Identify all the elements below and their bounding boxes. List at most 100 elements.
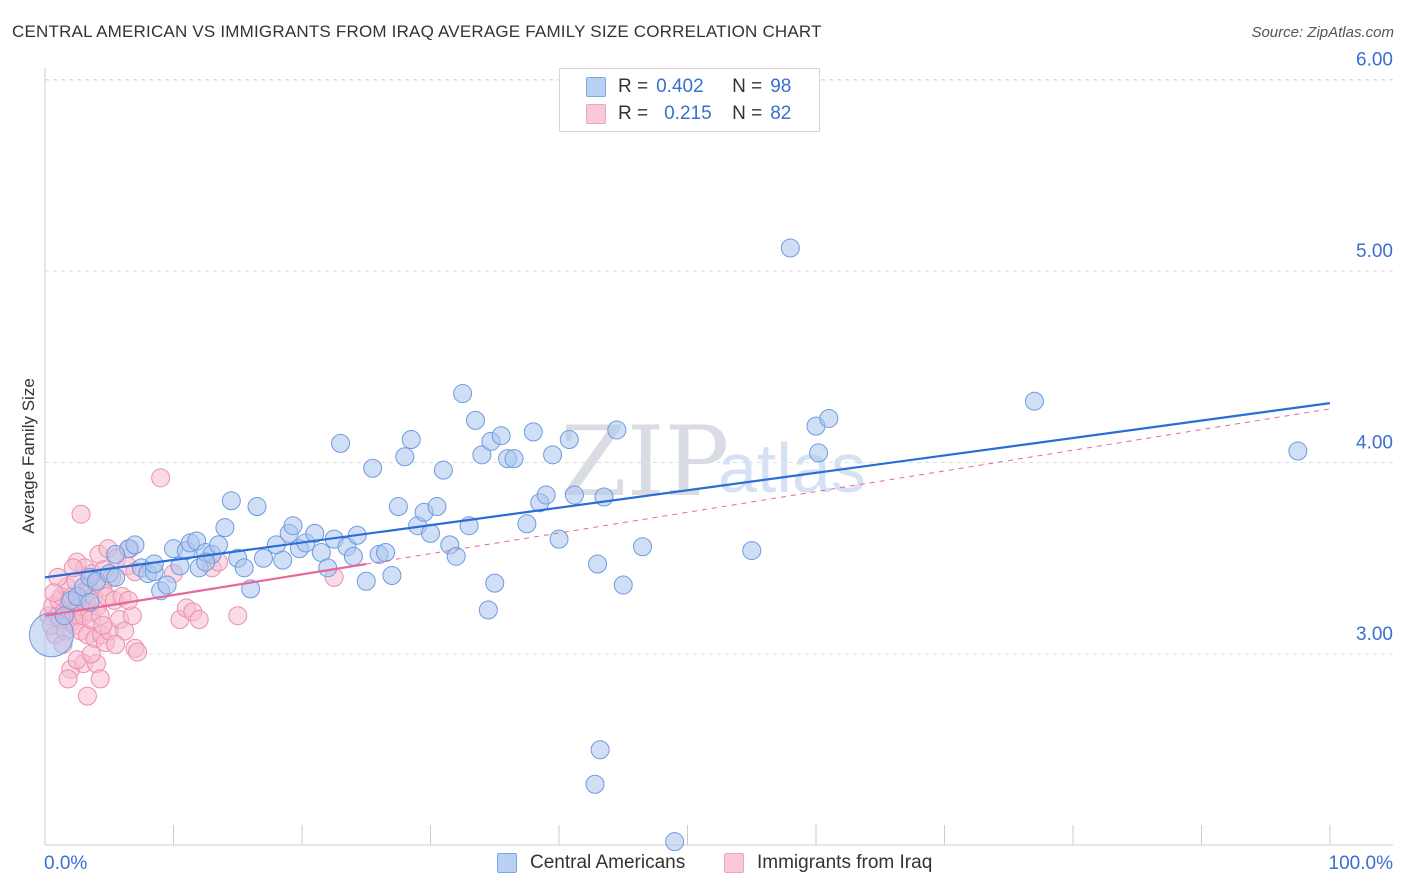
x-tick-label-max: 100.0% [1329,853,1394,874]
central-american-point [453,384,473,404]
legend-row-iraq: R = 0.215 N = 82 [586,102,791,126]
watermark-zip: ZIP [560,406,729,518]
central-american-point [742,541,762,561]
central-american-point [433,460,453,480]
central-american-point [363,458,383,478]
central-american-point [780,238,800,258]
central-american-point [536,485,556,505]
legend-r-label: R = [618,76,649,97]
central-american-point [106,544,126,564]
stats-legend: R = 0.402 N = 98 R = 0.215 N = 82 [559,68,820,132]
central-american-point [106,567,126,587]
central-american-point [273,550,293,570]
legend-swatch-pink [586,104,606,124]
source-label: Source: ZipAtlas.com [1251,24,1394,41]
central-american-point [559,430,579,450]
central-american-point [585,774,605,794]
legend-r-value: 0.402 [656,76,704,97]
iraq-point [90,669,110,689]
trend-lines [44,402,1331,617]
legend-label: Immigrants from Iraq [757,852,933,873]
legend-r-value: 0.215 [664,103,712,124]
legend-item-central-americans[interactable]: Central Americans [497,852,685,874]
central-american-point [665,832,685,852]
central-american-point [504,449,524,469]
central-american-point [472,445,492,465]
iraq-point [228,606,248,626]
central-american-point [1288,441,1308,461]
iraq-point [71,504,91,524]
axes [44,68,1393,846]
central-american-point [517,514,537,534]
central-american-point [234,558,254,578]
watermark-atlas: atlas [718,429,866,507]
central-american-point [376,543,396,563]
y-tick-labels: 3.00 4.00 5.00 6.00 [1356,50,1393,646]
central-american-point [318,558,338,578]
central-american-point [543,445,563,465]
iraq-trend-line [44,562,367,617]
central-american-point [465,410,485,430]
central-american-point [305,523,325,543]
y-tick-label: 3.00 [1356,624,1393,645]
central-american-point [588,554,608,574]
central-american-point [247,497,267,517]
central-american-point [382,565,402,585]
central-american-point [564,485,584,505]
central-american-point [215,518,235,538]
central-american-point [331,433,351,453]
central-american-point [427,497,447,517]
central-american-point [491,426,511,446]
series-central-american-points [28,238,1308,852]
iraq-trend-extension [366,408,1331,565]
y-tick-label: 6.00 [1356,50,1393,71]
central-american-point [446,546,466,566]
x-tick-label-min: 0.0% [44,853,87,874]
iraq-point [189,610,209,630]
central-american-point [590,740,610,760]
iraq-point [58,669,78,689]
iraq-point [115,621,135,641]
legend-n-label: N = [732,76,763,97]
iraq-point [128,642,148,662]
central-american-point [125,535,145,555]
x-tick-labels: 0.0% 100.0% [44,853,1393,874]
legend-item-iraq[interactable]: Immigrants from Iraq [724,852,932,874]
central-american-point [485,573,505,593]
legend-swatch-blue [586,77,606,97]
iraq-point [81,644,101,664]
legend-label: Central Americans [530,852,686,873]
central-american-point [401,430,421,450]
legend-n-value: 98 [770,76,792,97]
iraq-point [106,634,126,654]
y-tick-label: 5.00 [1356,241,1393,262]
iraq-point [93,615,113,635]
legend-swatch-pink [724,853,744,873]
central-american-point [356,571,376,591]
central-american-point [157,575,177,595]
central-american-point [809,443,829,463]
central-american-point [819,408,839,428]
chart-title: CENTRAL AMERICAN VS IMMIGRANTS FROM IRAQ… [12,22,822,41]
y-axis-label: Average Family Size [19,378,38,534]
iraq-point [77,686,97,706]
central-american-point [1024,391,1044,411]
iraq-point [44,583,64,603]
central-american-point [283,516,303,536]
central-american-point [395,447,415,467]
legend-r-label: R = [618,103,649,124]
central-american-point [253,548,273,568]
central-american-trend-line [44,402,1331,579]
legend-row-central-americans: R = 0.402 N = 98 [586,75,791,99]
central-american-point [633,537,653,557]
central-american-point [208,535,228,555]
series-legend: Central Americans Immigrants from Iraq [0,852,1406,878]
y-tick-label: 4.00 [1356,433,1393,454]
central-american-point [478,600,498,620]
central-american-point [196,552,216,572]
legend-swatch-blue [497,853,517,873]
central-american-point [221,491,241,511]
central-american-point [343,546,363,566]
